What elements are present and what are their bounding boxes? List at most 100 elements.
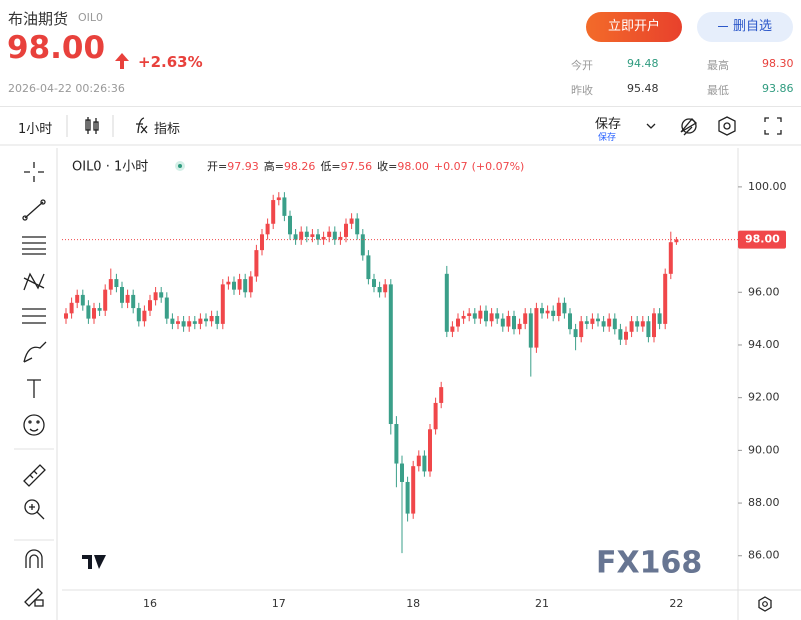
candle-body (170, 318, 175, 324)
candle-body (276, 197, 281, 201)
candle-body (663, 273, 668, 324)
legend-label: 开= (207, 160, 227, 173)
candle-body (562, 302, 567, 314)
legend-value: 98.00 (397, 160, 429, 173)
divider (0, 106, 801, 107)
candle-body (523, 313, 528, 324)
candle-body (80, 294, 85, 306)
candle-body (545, 310, 550, 314)
candle-body (120, 287, 124, 303)
candle-body (310, 234, 315, 237)
settings-icon-core (762, 601, 768, 607)
legend-value: 97.93 (227, 160, 259, 173)
candle-body (433, 402, 438, 430)
candle-body (528, 313, 533, 348)
candle-body (243, 279, 248, 293)
candle-body (422, 455, 427, 472)
open-account-button[interactable]: 立即开户 (586, 12, 682, 42)
indicators[interactable]: 指标 (154, 122, 181, 137)
last-price-box (738, 230, 786, 249)
candle-body (495, 313, 500, 319)
save[interactable]: 保存 (595, 117, 622, 132)
candle-body (596, 318, 600, 322)
candle-body (64, 313, 68, 319)
candle-body (601, 321, 606, 327)
candle-body (568, 313, 572, 330)
candle-body (86, 305, 91, 319)
stat-value: 93.86 (762, 82, 794, 95)
save-sub: 保存 (598, 133, 617, 143)
candle-body (640, 321, 645, 327)
candle-body (416, 455, 421, 467)
x-tick-label: 17 (272, 597, 286, 610)
candle-body (114, 279, 119, 288)
remove-watchlist-button[interactable]: 删自选 (697, 12, 793, 42)
candle-body (590, 318, 595, 324)
candle-body (551, 310, 556, 316)
candle-body (260, 234, 264, 251)
candle-body (540, 308, 544, 314)
candle-body (254, 250, 259, 277)
x-tick-label: 16 (143, 597, 157, 610)
candle-body (232, 281, 236, 290)
title: 布油期货 (8, 10, 69, 28)
candle-body (271, 200, 276, 224)
legend-change: +0.07 (434, 160, 468, 173)
candle-body (316, 234, 320, 240)
candle-body (209, 315, 214, 322)
status-dot-core (178, 164, 182, 168)
candle-body (372, 279, 376, 288)
candle-body (366, 255, 371, 280)
y-tick-label: 96.00 (748, 285, 780, 298)
legend-label: 低= (320, 160, 340, 173)
candle-body (607, 318, 612, 327)
stat-label: 最高 (707, 59, 729, 72)
drawing-tools[interactable] (0, 148, 58, 620)
candle-body (327, 231, 332, 237)
stat-value: 98.30 (762, 57, 794, 70)
candle-body (92, 308, 96, 319)
candle-body (125, 294, 130, 303)
candle-body (500, 318, 505, 327)
change: +2.63% (138, 53, 203, 71)
candle-body (176, 321, 180, 324)
candle-body (506, 315, 511, 327)
candle-body (439, 387, 444, 403)
legend-label: 收= (377, 159, 397, 173)
candle-body (75, 294, 80, 303)
candle-body (131, 294, 136, 309)
candle-body (304, 231, 309, 237)
candle-body (299, 231, 304, 240)
y-tick-label: 100.00 (748, 180, 787, 193)
candle-body (556, 302, 561, 316)
symbol: OIL0 · 1小时 (72, 160, 148, 175)
y-tick-label: 94.00 (748, 338, 780, 351)
legend-label: 高= (264, 159, 284, 173)
price: 98.00 (7, 30, 106, 66)
candle-body (652, 313, 656, 338)
candle-body (181, 321, 186, 327)
x-tick-label: 21 (535, 597, 549, 610)
candle-body (579, 321, 584, 338)
candle-body (136, 308, 141, 322)
candle-body (400, 463, 404, 482)
stat-value: 95.48 (627, 82, 659, 95)
candle-body (383, 284, 388, 293)
candle-body (484, 310, 488, 322)
y-tick-label: 88.00 (748, 496, 780, 509)
candle-body (411, 466, 416, 514)
legend-value: 98.26 (284, 160, 316, 173)
legend-change-pct: (+0.07%) (472, 160, 525, 173)
candle-body (456, 318, 460, 327)
candle-body (461, 315, 466, 319)
candle-body (478, 310, 483, 319)
watermark: FX168 (596, 546, 702, 581)
logo-mark (82, 555, 106, 569)
candle-body (444, 273, 449, 332)
candle-body (377, 287, 382, 293)
up-arrow (115, 53, 129, 69)
interval[interactable]: 1小时 (18, 122, 53, 137)
candle-body (467, 313, 472, 316)
stat-value: 94.48 (627, 57, 659, 70)
